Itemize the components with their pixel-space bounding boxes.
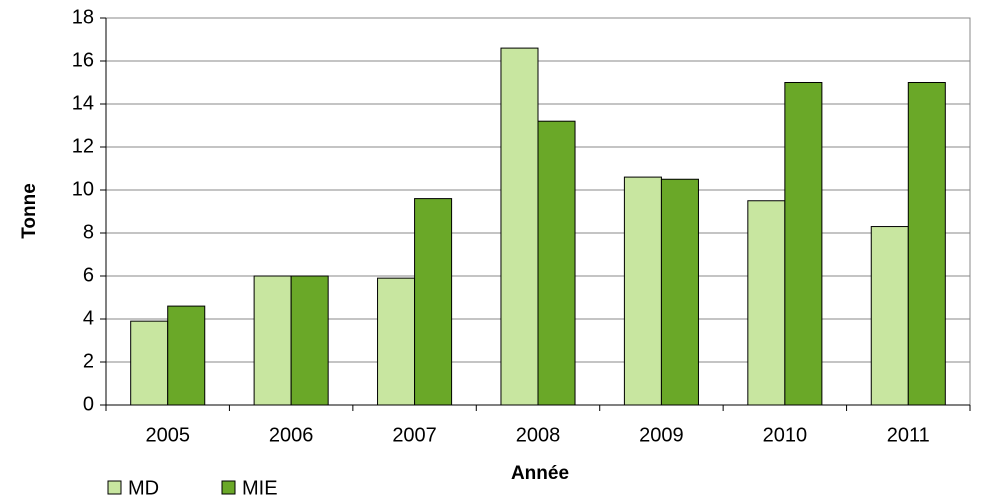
bar <box>253 275 292 406</box>
legend-swatch <box>221 480 236 495</box>
y-tick-label: 0 <box>83 393 94 415</box>
x-tick-label: 2006 <box>269 424 314 446</box>
bar <box>784 82 823 406</box>
bar <box>377 277 416 406</box>
y-tick-label: 4 <box>83 307 94 329</box>
bar <box>623 176 662 406</box>
y-tick-label: 6 <box>83 264 94 286</box>
y-tick-label: 14 <box>72 92 94 114</box>
bar <box>660 178 699 406</box>
legend-swatch <box>107 480 122 495</box>
y-axis-title: Tonne <box>19 183 40 239</box>
y-tick-label: 10 <box>72 178 94 200</box>
x-tick-label: 2010 <box>763 424 808 446</box>
y-tick-label: 18 <box>72 6 94 28</box>
x-tick-label: 2005 <box>145 424 190 446</box>
bar <box>500 47 539 406</box>
x-tick-label: 2011 <box>887 424 930 446</box>
bar <box>290 275 329 406</box>
x-tick-label: 2009 <box>639 424 684 446</box>
y-tick-label: 12 <box>72 135 94 157</box>
x-tick-label: 2008 <box>516 424 561 446</box>
legend-label: MD <box>128 477 159 499</box>
y-tick-label: 8 <box>83 221 94 243</box>
y-tick-label: 16 <box>72 49 94 71</box>
bar <box>537 120 576 406</box>
bar <box>130 320 169 406</box>
bar <box>414 198 453 406</box>
bar <box>907 82 946 406</box>
x-tick-label: 2007 <box>392 424 437 446</box>
x-axis-title: Année <box>511 463 569 484</box>
y-tick-label: 2 <box>83 350 94 372</box>
bar <box>747 200 786 406</box>
legend-label: MIE <box>242 477 278 499</box>
bar <box>870 226 909 406</box>
bar <box>167 305 206 406</box>
